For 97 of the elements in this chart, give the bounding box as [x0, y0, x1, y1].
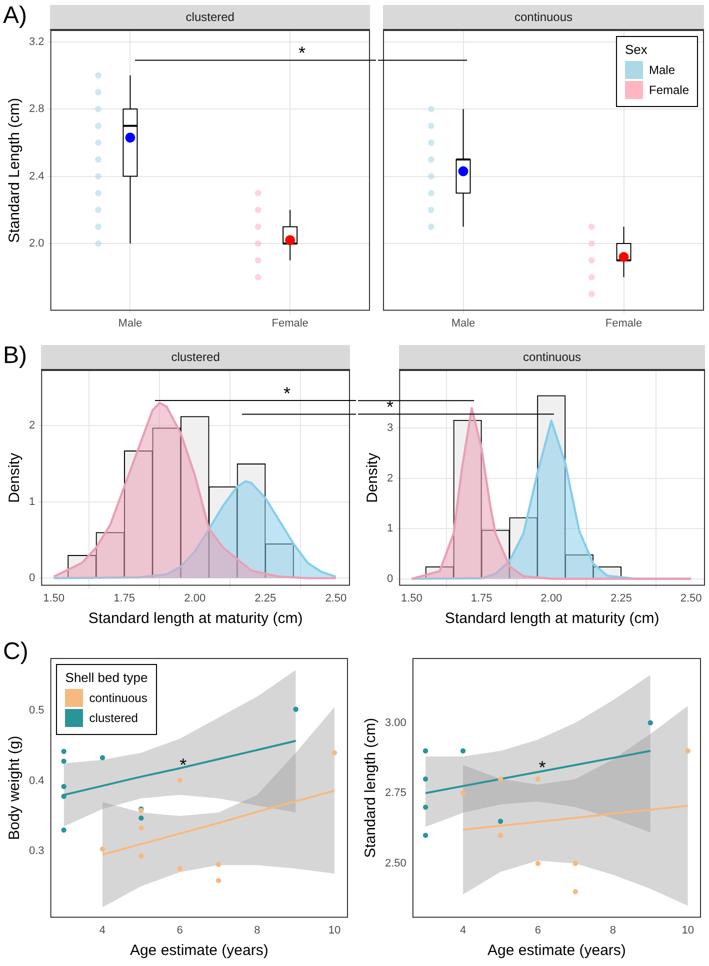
y-tick-label: 2	[28, 420, 36, 432]
y-tick-label: 3.00	[384, 716, 406, 729]
point	[138, 853, 144, 859]
chart-title: A)	[3, 2, 27, 30]
point	[177, 866, 182, 872]
point	[138, 825, 144, 831]
point	[535, 860, 541, 866]
y-tick-label: 3	[386, 422, 394, 434]
point	[460, 748, 466, 754]
x-tick-label: 8	[610, 924, 616, 936]
point	[685, 748, 690, 754]
point	[572, 889, 578, 894]
y-axis-title: Standard length (cm)	[362, 718, 380, 858]
x-tick-label: 2.00	[540, 592, 562, 604]
x-tick-label: 10	[682, 924, 694, 936]
y-tick-label: 2.4	[28, 170, 44, 182]
point	[100, 846, 106, 852]
point	[138, 815, 144, 821]
x-axis-title: Age estimate (years)	[130, 942, 268, 960]
point	[177, 778, 182, 783]
point	[422, 832, 428, 838]
point	[422, 748, 428, 754]
point	[498, 776, 504, 782]
x-axis-title: Age estimate (years)	[488, 942, 626, 960]
y-tick-label: 0	[28, 572, 36, 584]
y-axis-title: Density	[6, 452, 24, 503]
x-tick-label: Female	[272, 317, 308, 330]
chart-subtitle: clustered	[50, 5, 370, 30]
y-tick-label: 0.5	[28, 704, 44, 717]
chart-title: C)	[3, 638, 28, 666]
x-tick-label: 1.50	[400, 592, 422, 604]
y-tick-label: 2.8	[28, 103, 44, 116]
point	[293, 706, 298, 712]
ref-line-label: *	[298, 43, 306, 64]
y-tick-label: 2	[386, 472, 394, 484]
ref-line-label: *	[386, 397, 394, 418]
y-tick-label: 2.75	[384, 787, 406, 800]
y-tick-label: 0.4	[28, 774, 44, 787]
x-tick-label: 1.50	[43, 592, 65, 604]
legend-label: clustered	[89, 711, 138, 725]
y-tick-label: 3.2	[28, 36, 44, 48]
x-tick-label: 4	[460, 924, 466, 936]
chart-subtitle: continuous	[399, 345, 705, 370]
point	[460, 790, 466, 796]
x-axis-title: Standard length at maturity (cm)	[444, 610, 660, 628]
point	[572, 860, 578, 866]
y-tick-label: 2.0	[28, 238, 44, 250]
legend-title: Shell bed type	[65, 670, 148, 685]
point	[422, 804, 428, 810]
chart-title: B)	[3, 342, 27, 370]
x-tick-label: Male	[118, 317, 142, 330]
x-tick-label: 8	[254, 924, 260, 936]
x-tick-label: 6	[534, 924, 542, 936]
point	[100, 755, 106, 760]
point	[422, 776, 428, 782]
x-tick-label: 4	[99, 924, 106, 936]
y-axis-title: Body weight (g)	[6, 736, 24, 840]
point	[61, 758, 66, 764]
legend-label: continuous	[89, 691, 148, 705]
x-tick-label: 2.25	[610, 592, 632, 604]
x-tick-label: 6	[176, 924, 183, 936]
point	[61, 827, 66, 833]
chart-subtitle: continuous	[383, 5, 704, 30]
annotation: *	[538, 757, 546, 778]
x-tick-label: 1.75	[470, 592, 492, 604]
x-tick-label: Male	[451, 317, 476, 330]
chart-subtitle: clustered	[41, 345, 350, 370]
point	[61, 748, 66, 754]
x-tick-label: 2.00	[184, 592, 206, 604]
x-tick-label: Female	[605, 317, 642, 330]
y-tick-label: 1	[28, 496, 36, 508]
y-tick-label: 2.50	[384, 858, 406, 870]
annotation: *	[180, 754, 187, 775]
y-tick-label: 1	[386, 522, 394, 535]
point	[61, 784, 66, 790]
x-tick-label: 10	[328, 924, 341, 936]
y-axis-title: Density	[364, 452, 382, 503]
point	[216, 878, 222, 884]
point	[332, 750, 338, 756]
legend-label: Female	[649, 83, 690, 97]
y-tick-label: 0.3	[28, 845, 44, 858]
point	[216, 862, 222, 868]
x-tick-label: 1.75	[114, 592, 136, 604]
ref-line-label: *	[283, 383, 291, 404]
x-tick-label: 2.50	[325, 592, 347, 604]
point	[498, 818, 504, 824]
point	[648, 720, 654, 726]
point	[535, 776, 541, 782]
legend-title: Sex	[625, 42, 648, 57]
y-tick-label: 0	[386, 572, 394, 585]
legend-label: Male	[649, 63, 676, 77]
point	[498, 832, 504, 838]
point	[61, 794, 66, 799]
x-tick-label: 2.25	[254, 592, 276, 604]
x-tick-label: 2.50	[680, 592, 702, 604]
x-axis-title: Standard length at maturity (cm)	[88, 610, 303, 628]
y-axis-title: Standard Length (cm)	[6, 98, 24, 243]
